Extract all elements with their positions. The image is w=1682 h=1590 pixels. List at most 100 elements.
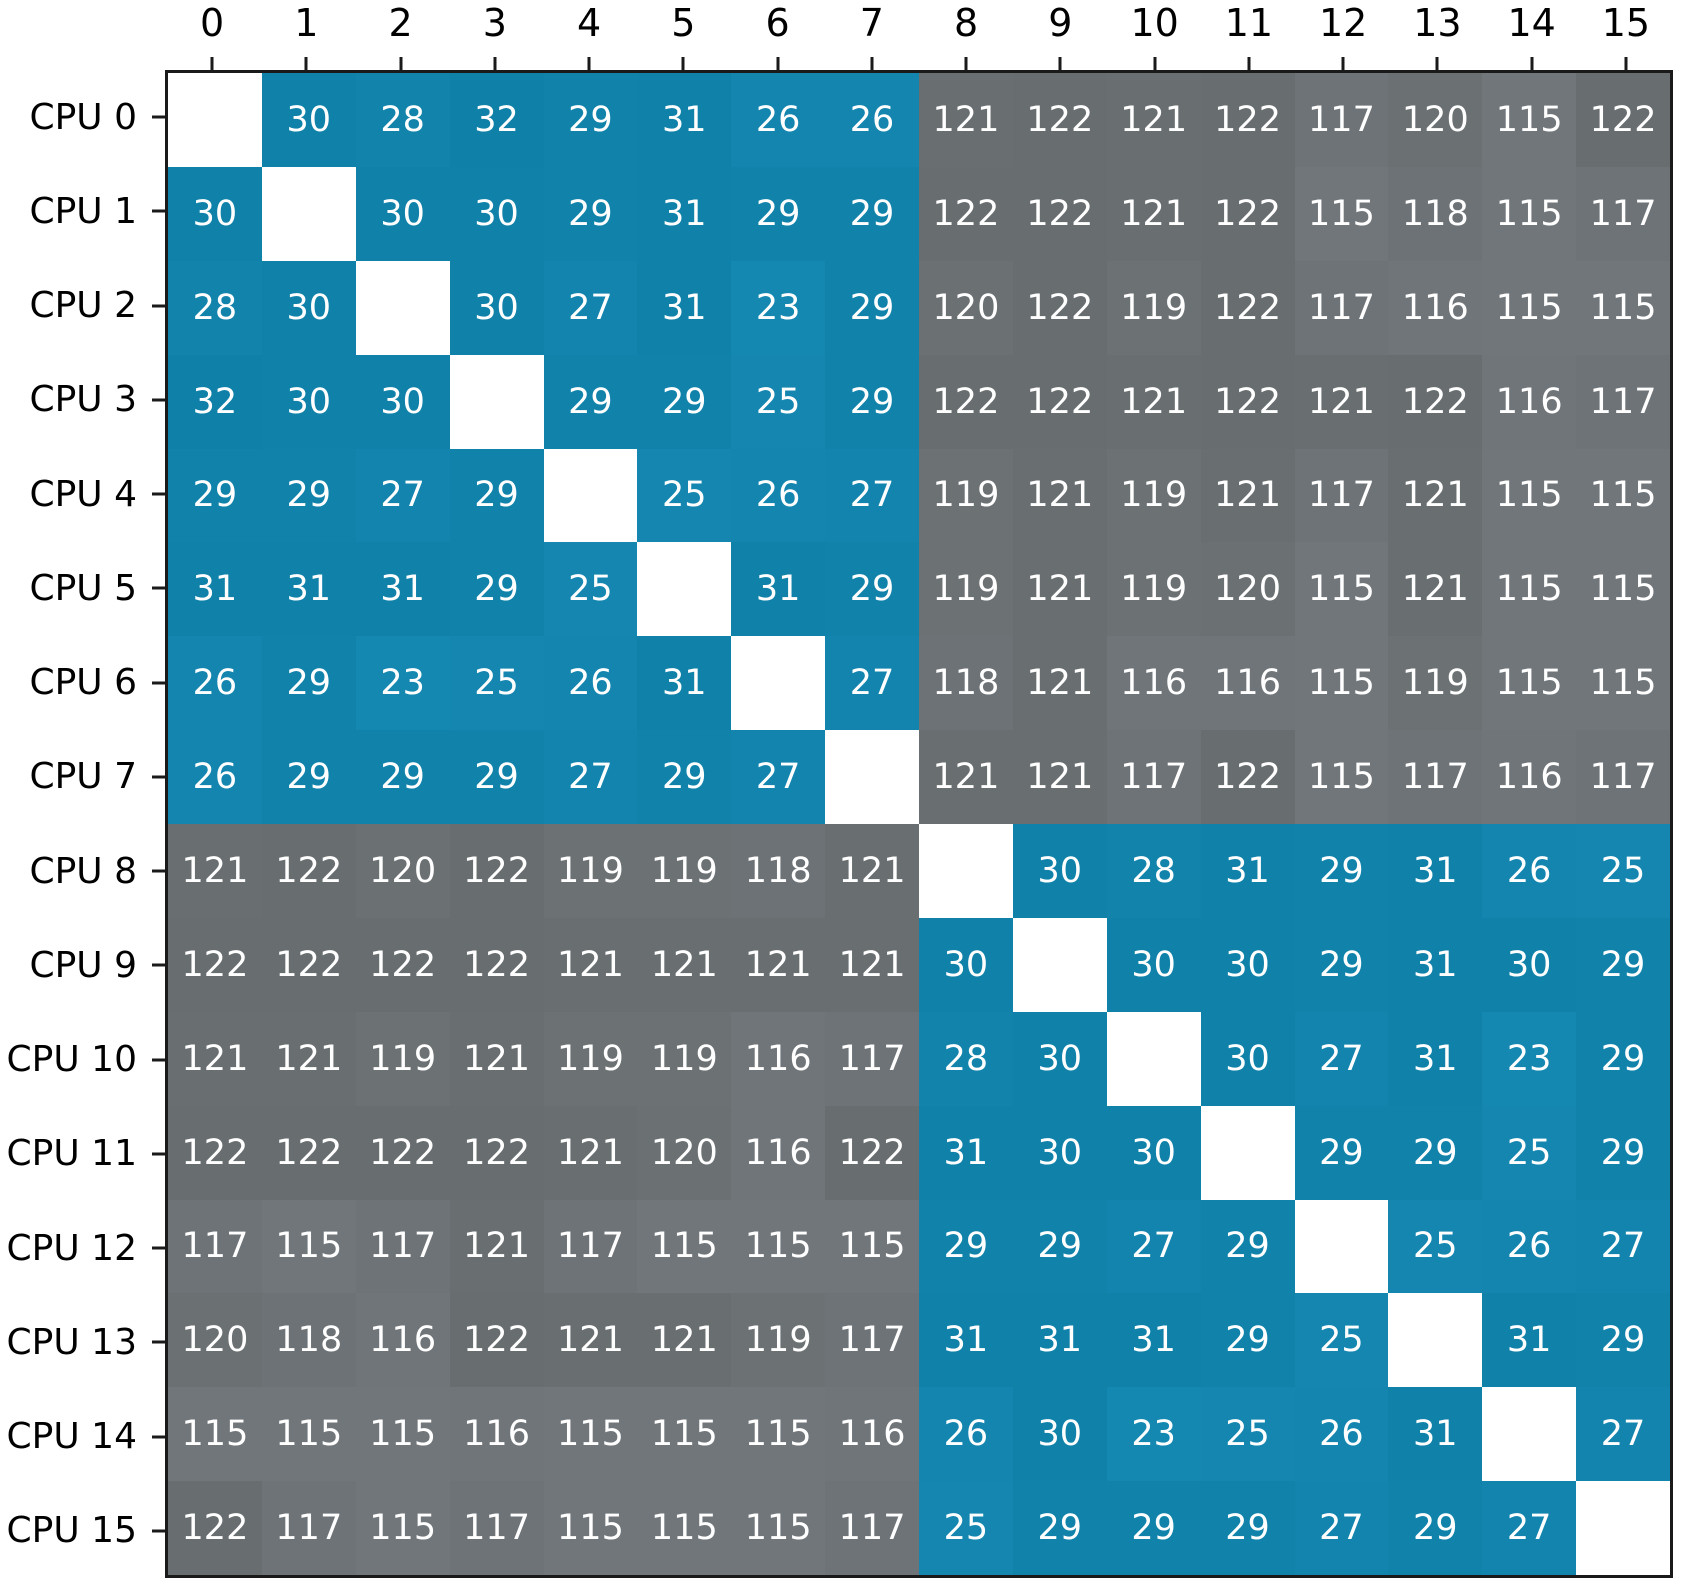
matrix-cell: 122: [261, 824, 356, 918]
y-tick-label: CPU 8: [29, 850, 137, 892]
matrix-cell: 120: [168, 1293, 262, 1388]
matrix-cell: 115: [637, 1481, 732, 1575]
matrix-cell: 122: [168, 1105, 262, 1200]
matrix-cell: 115: [543, 1387, 638, 1482]
matrix-cell: 29: [1012, 1481, 1107, 1575]
matrix-cell: 31: [1388, 824, 1483, 918]
matrix-cell: 117: [449, 1481, 544, 1575]
matrix-cell: 31: [168, 542, 262, 637]
matrix-cell: 23: [1482, 1011, 1577, 1106]
matrix-cell-diagonal: [1388, 1293, 1483, 1388]
matrix-cell: 29: [261, 636, 356, 731]
matrix-cell: 115: [355, 1481, 450, 1575]
x-axis: 0 1 2 3 4 5 6 7 8 9 10 11 12 13 14 15: [165, 0, 1673, 70]
y-axis-row: CPU 9: [0, 918, 165, 1012]
x-axis-column: 7: [825, 0, 919, 70]
matrix-cell: 26: [168, 730, 262, 824]
x-tick-label: 3: [482, 1, 507, 45]
matrix-cell: 121: [919, 730, 1013, 824]
y-tick-label: CPU 6: [29, 662, 137, 704]
y-axis: CPU 0 CPU 1 CPU 2 CPU 3 CPU 4 CPU 5 CPU 6 CPU 7…: [0, 70, 165, 1578]
matrix-cell: 122: [1576, 73, 1670, 167]
x-axis-column: 13: [1390, 0, 1484, 70]
matrix-cell: 26: [543, 636, 638, 731]
matrix-cell: 27: [355, 448, 450, 543]
matrix-cell: 29: [919, 1199, 1013, 1294]
y-tick-label: CPU 12: [6, 1227, 137, 1269]
matrix-cell: 115: [1482, 542, 1577, 637]
y-axis-row: CPU 2: [0, 259, 165, 353]
y-tick-mark: [152, 398, 165, 402]
matrix-cell: 28: [355, 73, 450, 167]
matrix-cell: 30: [355, 166, 450, 261]
matrix-cell: 121: [1012, 542, 1107, 637]
matrix-cell: 117: [825, 1293, 919, 1388]
y-tick-label: CPU 1: [29, 190, 137, 232]
matrix-cell: 122: [1200, 354, 1295, 449]
y-tick-label: CPU 4: [29, 473, 137, 515]
matrix-cell: 29: [449, 448, 544, 543]
matrix-cell: 121: [1012, 636, 1107, 731]
matrix-cell: 115: [1294, 542, 1389, 637]
matrix-cell: 115: [1576, 260, 1670, 355]
matrix-cell: 119: [919, 448, 1013, 543]
x-tick-label: 4: [577, 1, 602, 45]
matrix-cell: 121: [637, 917, 732, 1012]
matrix-cell-diagonal: [1200, 1105, 1295, 1200]
matrix-cell: 118: [919, 636, 1013, 731]
matrix-cell: 121: [731, 917, 826, 1012]
matrix-cell: 115: [1482, 73, 1577, 167]
matrix-cell: 115: [637, 1387, 732, 1482]
matrix-cell: 117: [1294, 448, 1389, 543]
x-axis-column: 10: [1108, 0, 1202, 70]
matrix-cell: 27: [731, 730, 826, 824]
matrix-cell: 29: [1200, 1199, 1295, 1294]
y-tick-label: CPU 14: [6, 1416, 137, 1458]
y-axis-row: CPU 12: [0, 1201, 165, 1295]
matrix-cell: 25: [1388, 1199, 1483, 1294]
matrix-cell: 29: [1200, 1293, 1295, 1388]
matrix-cell: 115: [1576, 636, 1670, 731]
matrix-cell: 26: [731, 73, 826, 167]
matrix-cell: 25: [1200, 1387, 1295, 1482]
matrix-cell: 122: [168, 1481, 262, 1575]
y-tick-label: CPU 3: [29, 379, 137, 421]
matrix-cell: 122: [919, 166, 1013, 261]
y-axis-row: CPU 4: [0, 447, 165, 541]
matrix-cell: 29: [261, 448, 356, 543]
x-tick-mark: [210, 57, 214, 70]
matrix-cell: 121: [1294, 354, 1389, 449]
matrix-cell: 25: [543, 542, 638, 637]
y-tick-label: CPU 0: [29, 96, 137, 138]
matrix-cell: 121: [543, 1293, 638, 1388]
matrix-cell: 26: [1294, 1387, 1389, 1482]
matrix-cell-diagonal: [543, 448, 638, 543]
y-axis-row: CPU 14: [0, 1390, 165, 1484]
matrix-cell: 121: [168, 1011, 262, 1106]
matrix-cell: 27: [1106, 1199, 1201, 1294]
matrix-cell: 115: [1482, 448, 1577, 543]
matrix-cell: 31: [919, 1293, 1013, 1388]
x-tick-mark: [1530, 57, 1534, 70]
matrix-cell: 25: [637, 448, 732, 543]
matrix-cell: 119: [543, 1011, 638, 1106]
matrix-cell: 119: [919, 542, 1013, 637]
matrix-cell: 117: [1388, 730, 1483, 824]
matrix-cell: 115: [1294, 166, 1389, 261]
matrix-cell: 119: [1388, 636, 1483, 731]
x-tick-mark: [1341, 57, 1345, 70]
matrix-cell: 31: [1388, 1011, 1483, 1106]
matrix-cell: 26: [919, 1387, 1013, 1482]
matrix-cell: 117: [543, 1199, 638, 1294]
matrix-cell: 29: [825, 260, 919, 355]
matrix-cell: 119: [731, 1293, 826, 1388]
y-tick-label: CPU 7: [29, 756, 137, 798]
matrix-cell: 118: [1388, 166, 1483, 261]
matrix-cell: 29: [1388, 1481, 1483, 1575]
x-tick-label: 13: [1413, 1, 1462, 45]
x-axis-column: 12: [1296, 0, 1390, 70]
y-axis-row: CPU 0: [0, 70, 165, 164]
matrix-cell: 31: [1200, 824, 1295, 918]
y-tick-mark: [152, 963, 165, 967]
